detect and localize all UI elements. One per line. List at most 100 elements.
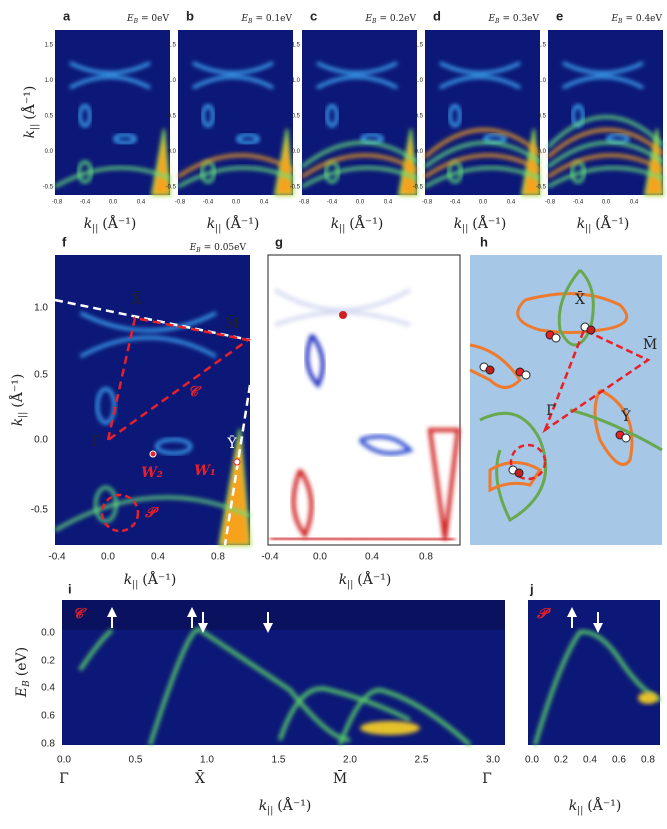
band-feature [533, 629, 661, 746]
energy-label: EB = 0.3eV [487, 14, 539, 25]
x-tick-label: 0.0 [525, 755, 539, 766]
band-feature [54, 166, 171, 189]
heatmap [54, 255, 252, 546]
x-tick-label: -0.4 [450, 200, 461, 206]
x-tick-label: -0.4 [573, 200, 584, 206]
k-subscript: || [30, 124, 40, 130]
y-tick-label: 0.8 [41, 739, 55, 750]
band-feature [546, 128, 664, 159]
x-tick-label: 0.4 [384, 200, 393, 206]
axis-label: EB (eV) [14, 647, 32, 698]
fermi-contour [488, 461, 543, 493]
point-label: M̄ [225, 314, 239, 332]
y-tick-label: 0.2 [41, 656, 55, 667]
x-tick-label: 0.0 [356, 200, 365, 206]
heatmap [62, 600, 505, 747]
axis-label: k|| (Å⁻¹) [339, 570, 392, 590]
x-tick-label: 3.0 [486, 755, 500, 766]
y-tick-label: 1.0 [34, 303, 48, 314]
fermi-contour [469, 343, 522, 389]
weyl-point [621, 433, 631, 443]
x-tick-label: -0.4 [327, 200, 338, 206]
energy-label: EB = 0.1eV [240, 14, 292, 25]
point-label: M̄ [643, 335, 657, 353]
band-feature [78, 104, 92, 128]
y-tick-label: 1.0 [292, 78, 301, 84]
k-symbol: k [259, 798, 267, 814]
band-feature [638, 692, 658, 704]
k-unit: (Å⁻¹) [472, 214, 506, 232]
x-tick-label: 0.2 [554, 755, 568, 766]
band-feature [448, 104, 462, 128]
k-unit: (Å⁻¹) [142, 570, 176, 588]
heatmap [54, 30, 172, 196]
heatmap-bg [528, 600, 660, 745]
k-subscript: || [92, 224, 98, 234]
k-symbol: k [124, 572, 132, 588]
point-label: Γ̄ [546, 403, 556, 419]
x-tick-label: 0.6 [612, 755, 626, 766]
point-label: X̄ [575, 290, 585, 308]
x-tick-label: 0.4 [137, 200, 146, 206]
y-tick-label: 1.5 [538, 43, 547, 49]
band-feature [423, 128, 541, 159]
weyl-point [485, 365, 495, 375]
weyl-point [233, 458, 241, 466]
band-feature [546, 115, 665, 149]
y-tick-label: 0.0 [538, 149, 547, 155]
e-value: = 0.3eV [502, 14, 539, 24]
fermi-contour [593, 388, 634, 466]
k-subscript: || [577, 806, 583, 816]
band-feature [301, 153, 418, 179]
x-tick-label: -0.4 [203, 200, 214, 206]
k-unit: (Å⁻¹) [595, 214, 629, 232]
y-tick-label: 0.0 [168, 149, 177, 155]
point-label: Ȳ [620, 407, 631, 425]
band-feature [520, 128, 542, 196]
difference-feature [358, 434, 414, 456]
e-value: = 0.4eV [625, 14, 662, 24]
panel-label: e [556, 8, 563, 23]
band-feature [69, 61, 151, 90]
band-feature [236, 133, 260, 145]
band-feature [424, 153, 541, 179]
point-label: X̄ [195, 769, 205, 787]
x-tick-label: -0.8 [545, 200, 556, 206]
k-unit: (Å⁻¹) [587, 796, 621, 814]
y-tick-label: 1.0 [538, 78, 547, 84]
y-tick-label: 1.0 [168, 78, 177, 84]
y-tick-label: 0.4 [41, 683, 55, 694]
e-subscript: B [617, 18, 623, 25]
x-tick-label: 0.4 [583, 755, 597, 766]
axis-label: k|| (Å⁻¹) [8, 374, 28, 427]
band-feature [325, 104, 339, 128]
y-tick-label: 0.0 [45, 149, 54, 155]
band-feature [155, 438, 193, 455]
x-tick-label: 0.4 [365, 552, 379, 563]
panel-label: g [275, 234, 283, 249]
x-tick-label: -0.4 [48, 552, 66, 563]
axis-label: k|| (Å⁻¹) [577, 214, 630, 234]
axis-label: k|| (Å⁻¹) [124, 570, 177, 590]
x-tick-label: -0.4 [261, 552, 279, 563]
k-symbol: k [339, 572, 347, 588]
x-tick-label: -0.8 [299, 200, 310, 206]
k-symbol: k [84, 216, 92, 232]
e-subscript: B [195, 247, 201, 254]
k-unit: (Å⁻¹) [20, 86, 38, 120]
k-symbol: k [10, 418, 26, 426]
y-tick-label: -0.5 [413, 185, 424, 191]
y-tick-label: 1.5 [45, 43, 54, 49]
e-subscript: B [371, 18, 377, 25]
y-tick-label: 0.5 [45, 114, 54, 120]
x-tick-label: -0.8 [422, 200, 433, 206]
y-tick-label: 1.5 [168, 43, 177, 49]
x-tick-label: 0.0 [479, 200, 488, 206]
k-unit: (Å⁻¹) [277, 796, 311, 814]
e-value: = 0.1eV [255, 14, 292, 24]
band-feature [360, 721, 420, 735]
band-feature [95, 387, 116, 425]
y-tick-label: 0.0 [292, 149, 301, 155]
